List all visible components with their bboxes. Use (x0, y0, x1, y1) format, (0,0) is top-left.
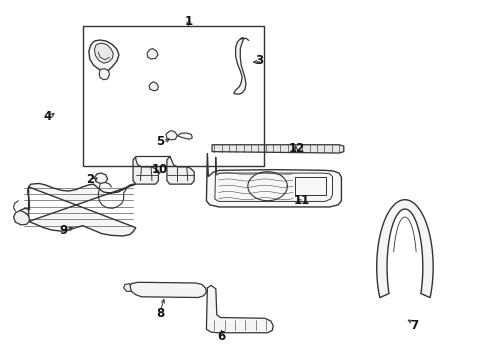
Polygon shape (130, 282, 206, 297)
Polygon shape (206, 153, 342, 207)
Text: 9: 9 (60, 224, 68, 237)
Text: 7: 7 (410, 319, 418, 332)
Polygon shape (149, 82, 158, 91)
Text: 10: 10 (151, 163, 168, 176)
Polygon shape (166, 131, 177, 140)
Polygon shape (377, 200, 433, 298)
Polygon shape (14, 210, 29, 225)
Text: 8: 8 (156, 307, 165, 320)
Bar (83, 26, 264, 166)
Polygon shape (133, 157, 158, 184)
Text: 11: 11 (294, 194, 310, 207)
Text: 6: 6 (218, 330, 225, 343)
Polygon shape (99, 69, 110, 80)
Polygon shape (18, 184, 136, 236)
Polygon shape (212, 145, 344, 153)
Text: 4: 4 (43, 109, 51, 122)
Text: 2: 2 (86, 174, 94, 186)
Text: 5: 5 (156, 135, 165, 148)
Text: 12: 12 (289, 143, 305, 156)
Polygon shape (95, 43, 113, 63)
Text: 1: 1 (185, 14, 193, 27)
Polygon shape (206, 285, 273, 333)
Polygon shape (95, 173, 108, 184)
Polygon shape (123, 284, 131, 291)
Polygon shape (167, 157, 194, 184)
Polygon shape (177, 133, 192, 139)
Polygon shape (234, 37, 246, 94)
Polygon shape (147, 49, 158, 59)
Polygon shape (89, 40, 119, 71)
Text: 3: 3 (255, 54, 263, 67)
